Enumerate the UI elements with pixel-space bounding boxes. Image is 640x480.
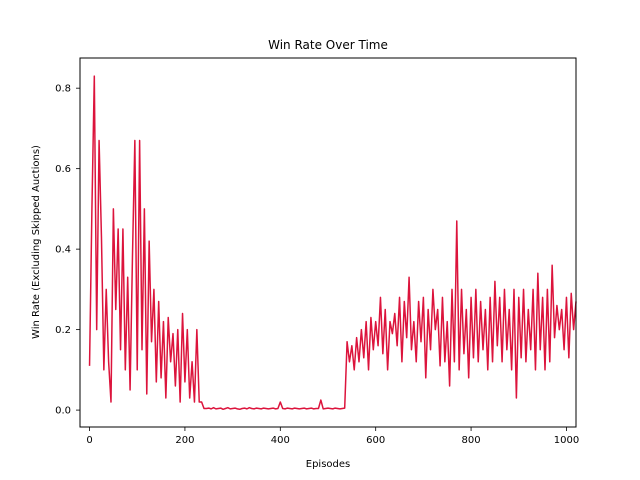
x-tick-label: 0 — [86, 435, 92, 446]
plot-area — [88, 75, 577, 411]
y-tick-label: 0.0 — [55, 406, 71, 417]
x-tick-label: 400 — [271, 435, 290, 446]
x-axis-label: Episodes — [306, 459, 350, 470]
y-tick-label: 0.2 — [55, 325, 71, 336]
series-line-0 — [88, 75, 577, 411]
y-axis-label: Win Rate (Excluding Skipped Auctions) — [31, 145, 42, 339]
plot-frame — [79, 57, 577, 428]
x-tick-label: 600 — [366, 435, 385, 446]
y-tick-label: 0.4 — [55, 245, 71, 256]
x-tick-label: 200 — [175, 435, 194, 446]
x-tick-label: 1000 — [554, 435, 579, 446]
x-tick-label: 800 — [462, 435, 481, 446]
chart-title: Win Rate Over Time — [268, 38, 388, 52]
x-axis: 0 200 400 600 800 1000 — [86, 427, 579, 446]
y-tick-label: 0.6 — [55, 164, 71, 175]
y-axis: 0.0 0.2 0.4 0.6 0.8 — [55, 84, 80, 417]
y-tick-label: 0.8 — [55, 84, 71, 95]
